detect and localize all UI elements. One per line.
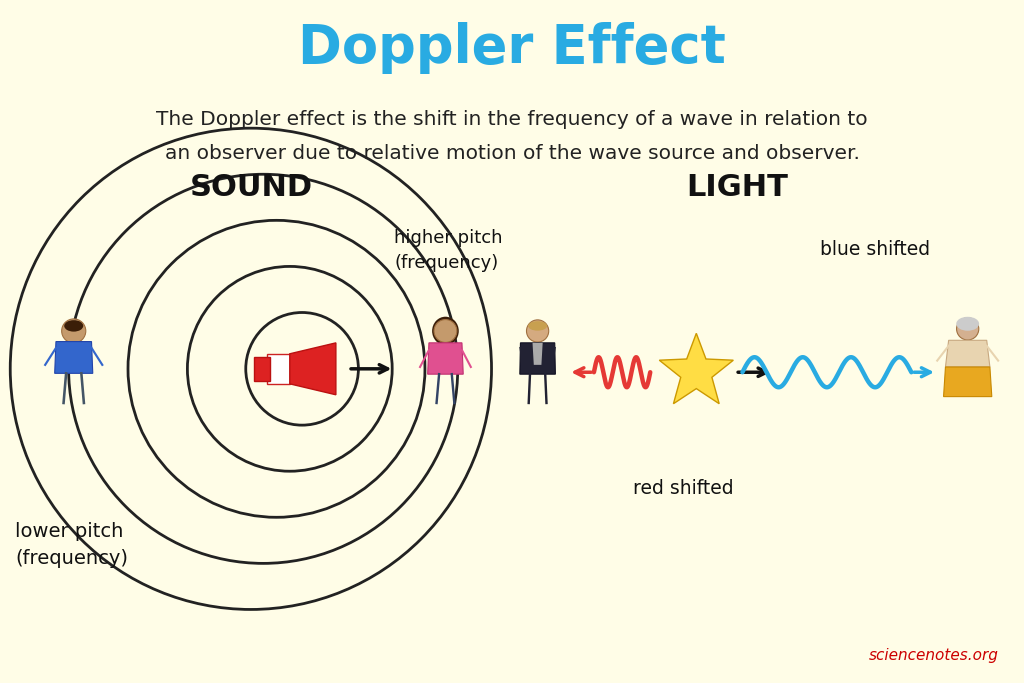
Text: blue shifted: blue shifted	[820, 240, 931, 259]
Polygon shape	[520, 343, 555, 374]
Text: Doppler Effect: Doppler Effect	[298, 22, 726, 74]
Text: red shifted: red shifted	[633, 479, 733, 498]
Ellipse shape	[432, 317, 459, 346]
Ellipse shape	[528, 321, 547, 331]
Polygon shape	[659, 333, 733, 404]
Text: lower pitch
(frequency): lower pitch (frequency)	[15, 522, 128, 568]
Text: an observer due to relative motion of the wave source and observer.: an observer due to relative motion of th…	[165, 144, 859, 163]
Ellipse shape	[61, 319, 86, 343]
Text: SOUND: SOUND	[189, 173, 312, 202]
Ellipse shape	[956, 318, 979, 340]
Text: The Doppler effect is the shift in the frequency of a wave in relation to: The Doppler effect is the shift in the f…	[157, 110, 867, 129]
Polygon shape	[54, 342, 93, 374]
Ellipse shape	[434, 320, 457, 342]
FancyBboxPatch shape	[254, 357, 270, 381]
Polygon shape	[532, 343, 543, 365]
Ellipse shape	[956, 317, 979, 331]
Text: LIGHT: LIGHT	[686, 173, 788, 202]
Polygon shape	[943, 367, 992, 397]
Text: higher pitch
(frequency): higher pitch (frequency)	[394, 229, 503, 272]
Polygon shape	[428, 343, 463, 374]
FancyBboxPatch shape	[267, 354, 290, 384]
Polygon shape	[290, 343, 336, 395]
Text: sciencenotes.org: sciencenotes.org	[868, 648, 998, 663]
Ellipse shape	[65, 320, 83, 332]
Polygon shape	[945, 340, 990, 367]
Ellipse shape	[526, 320, 549, 342]
